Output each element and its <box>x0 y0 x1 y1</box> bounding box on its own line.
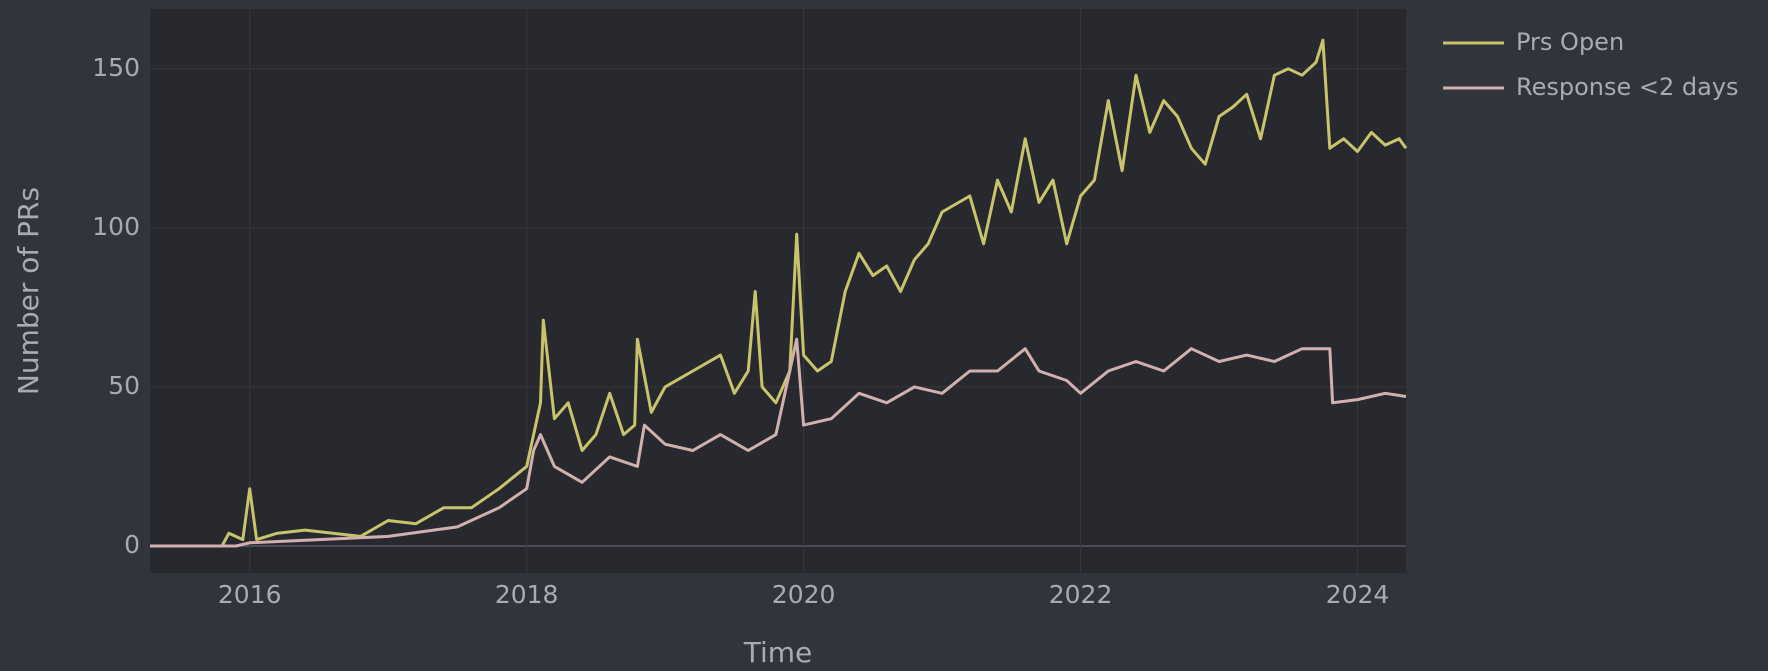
y-tick-label: 0 <box>124 530 140 559</box>
y-tick-label: 100 <box>92 212 140 241</box>
legend-label: Prs Open <box>1516 28 1624 56</box>
y-tick-label: 150 <box>92 53 140 82</box>
y-axis-title: Number of PRs <box>12 187 45 395</box>
x-tick-label: 2020 <box>772 580 836 609</box>
x-tick-label: 2016 <box>218 580 282 609</box>
x-tick-label: 2022 <box>1049 580 1113 609</box>
y-tick-label: 50 <box>108 371 140 400</box>
line <box>150 337 1407 548</box>
x-tick-label: 2018 <box>495 580 559 609</box>
legend-label: Response <2 days <box>1516 73 1739 101</box>
plot-area <box>150 9 1406 573</box>
x-tick-label: 2024 <box>1326 580 1390 609</box>
x-axis-title: Time <box>743 636 813 669</box>
line <box>150 38 1408 548</box>
